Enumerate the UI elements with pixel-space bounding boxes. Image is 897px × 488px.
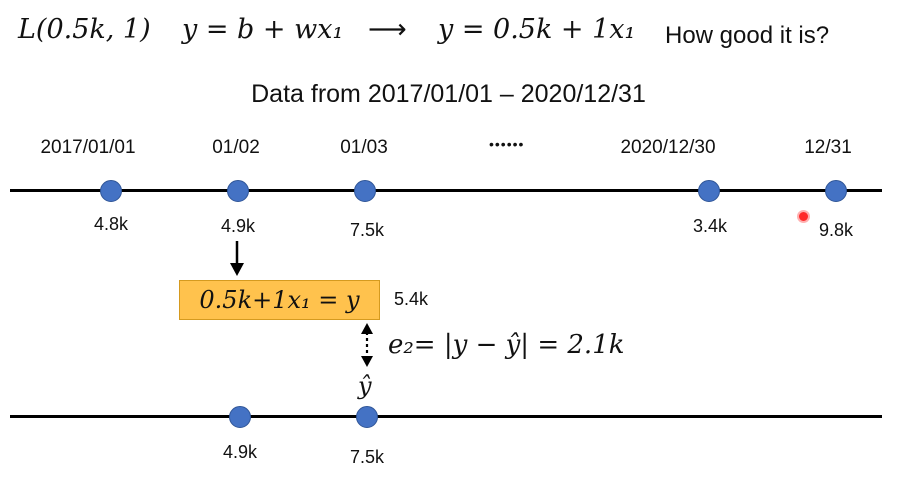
data-range-subtitle: Data from 2017/01/01 – 2020/12/31 bbox=[251, 80, 646, 108]
date-label: 2017/01/01 bbox=[40, 137, 136, 158]
top-timeline-axis bbox=[10, 189, 882, 192]
value-label: 7.5k bbox=[349, 447, 385, 467]
double-arrow-icon bbox=[361, 323, 373, 367]
data-point bbox=[825, 180, 847, 202]
question-text: How good it is? bbox=[665, 22, 830, 49]
date-label: 12/31 bbox=[804, 137, 852, 158]
arrow-icon: ⟶ bbox=[368, 14, 407, 45]
prediction-formula: 0.5k+1x₁ = y bbox=[179, 280, 380, 320]
data-point bbox=[354, 180, 376, 202]
value-label: 9.8k bbox=[818, 220, 854, 240]
data-point bbox=[698, 180, 720, 202]
value-label: 4.8k bbox=[93, 214, 129, 234]
data-point bbox=[229, 406, 251, 428]
predicted-value: 5.4k bbox=[394, 289, 429, 309]
data-point bbox=[356, 406, 378, 428]
date-label: 01/02 bbox=[212, 137, 260, 158]
down-arrow-icon bbox=[230, 241, 244, 276]
bottom-timeline-axis bbox=[10, 415, 882, 418]
ellipsis: •••••• bbox=[489, 136, 525, 152]
value-label: 3.4k bbox=[692, 216, 728, 236]
specific-model: y = 0.5k + 1x₁ bbox=[438, 14, 636, 45]
error-formula: e₂= |y − ŷ| = 2.1k bbox=[388, 330, 625, 360]
data-point bbox=[227, 180, 249, 202]
data-point bbox=[100, 180, 122, 202]
value-label: 7.5k bbox=[349, 220, 385, 240]
date-label: 2020/12/30 bbox=[620, 137, 716, 158]
value-label: 4.9k bbox=[220, 216, 256, 236]
value-label: 4.9k bbox=[222, 442, 258, 462]
date-label: 01/03 bbox=[340, 137, 388, 158]
general-model: y = b + wx₁ bbox=[182, 14, 344, 45]
loss-label: L(0.5k, 1) bbox=[18, 14, 151, 45]
yhat-label: ŷ bbox=[358, 372, 372, 400]
laser-pointer-icon bbox=[797, 210, 810, 223]
